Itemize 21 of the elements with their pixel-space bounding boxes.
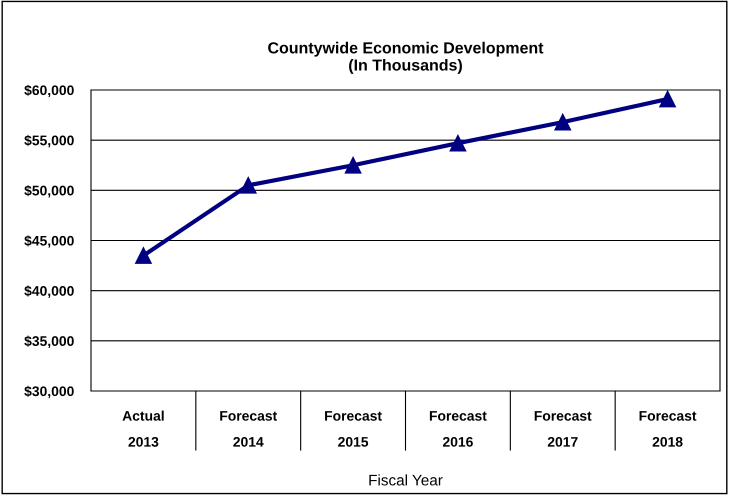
y-tick-label: $55,000 bbox=[24, 134, 74, 148]
x-tick-label: Forecast 2018 bbox=[640, 411, 696, 447]
y-tick-label: $35,000 bbox=[24, 336, 74, 348]
point bbox=[135, 247, 152, 264]
y-tick-label: $50,000 bbox=[24, 185, 74, 198]
y-tick-label: $40,000 bbox=[24, 285, 74, 298]
x-tick-label: Forecast 2015 bbox=[325, 411, 382, 447]
point bbox=[659, 90, 676, 108]
point bbox=[450, 134, 466, 152]
x-tick-label: Forecast 2017 bbox=[534, 411, 592, 447]
y-tick-label: $30,000 bbox=[24, 386, 74, 398]
chart-title: Countywide Economic Development (In Thousands) bbox=[268, 42, 544, 74]
point bbox=[554, 114, 572, 130]
x-tick-label: Actual 2013 bbox=[122, 410, 164, 447]
x-tick-label: Forecast 2014 bbox=[220, 411, 278, 447]
x-tick-label: Forecast 2016 bbox=[430, 411, 487, 447]
point bbox=[344, 156, 362, 174]
point bbox=[240, 176, 257, 194]
x-axis-title: Fiscal Year bbox=[369, 474, 443, 486]
y-tick-label: $45,000 bbox=[24, 235, 74, 248]
y-tick-label: $60,000 bbox=[24, 84, 74, 98]
